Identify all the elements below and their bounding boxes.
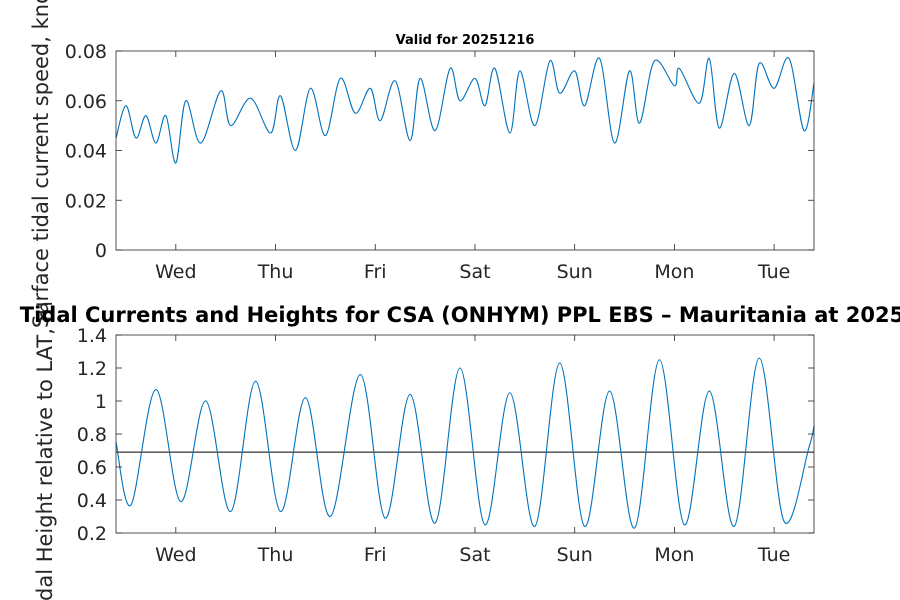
y-ticks: 0.2 0.4 0.6 0.8 1 1.2 1.4	[77, 325, 814, 545]
x-tick-label: Sat	[459, 261, 490, 283]
plot-area	[116, 335, 814, 533]
x-ticks: Wed Thu Fri Sat Sun Mon Tue	[155, 335, 790, 566]
x-tick-label: Sat	[459, 544, 490, 566]
x-tick-label: Mon	[654, 544, 694, 566]
y-tick-label: 1.2	[77, 358, 107, 380]
figure-title: Tidal Currents and Heights for CSA (ONHY…	[20, 303, 900, 327]
x-tick-label: Sun	[557, 261, 593, 283]
tidal-height-line	[115, 357, 815, 529]
y-tick-label: 0.8	[77, 424, 107, 446]
y-tick-label: 0.06	[65, 91, 107, 113]
y-tick-label: 0.6	[77, 457, 107, 479]
tidal-height-panel: 0.2 0.4 0.6 0.8 1 1.2 1.4 Wed Thu Fri Sat Sun Mon Tu…	[20, 301, 900, 600]
x-tick-label: Fri	[364, 544, 387, 566]
x-tick-label: Sun	[557, 544, 593, 566]
y-tick-label: 1.4	[77, 325, 107, 347]
x-tick-label: Wed	[155, 261, 196, 283]
x-tick-label: Tue	[757, 261, 790, 283]
y-tick-label: 1	[95, 391, 107, 413]
current-speed-panel: 00.020.040.060.08 Wed Thu Fri Sat Sun Mon Tue …	[29, 0, 815, 328]
panel-title: Valid for 20251216	[396, 33, 535, 48]
x-tick-label: Mon	[654, 261, 694, 283]
x-tick-label: Fri	[364, 261, 387, 283]
y-ticks: 0 0.02 0.04 0.06 0.08	[65, 41, 814, 262]
x-tick-label: Thu	[257, 261, 294, 283]
y-axis-label: Surface tidal current speed, knots	[29, 0, 53, 328]
x-tick-label: Wed	[155, 544, 196, 566]
y-tick-label: 0	[95, 240, 107, 262]
y-axis-label: Tidal Height relative to LAT, m	[33, 301, 57, 600]
current-speed-line	[115, 57, 815, 164]
y-tick-label: 0.4	[77, 490, 107, 512]
x-tick-label: Thu	[257, 544, 294, 566]
x-ticks: Wed Thu Fri Sat Sun Mon Tue	[155, 51, 790, 283]
x-tick-label: Tue	[757, 544, 790, 566]
y-tick-label: 0.08	[65, 41, 107, 63]
y-tick-label: 0.2	[77, 523, 107, 545]
plot-area	[116, 51, 814, 250]
y-tick-label: 0.04	[65, 141, 107, 163]
y-tick-label: 0.02	[65, 190, 107, 212]
